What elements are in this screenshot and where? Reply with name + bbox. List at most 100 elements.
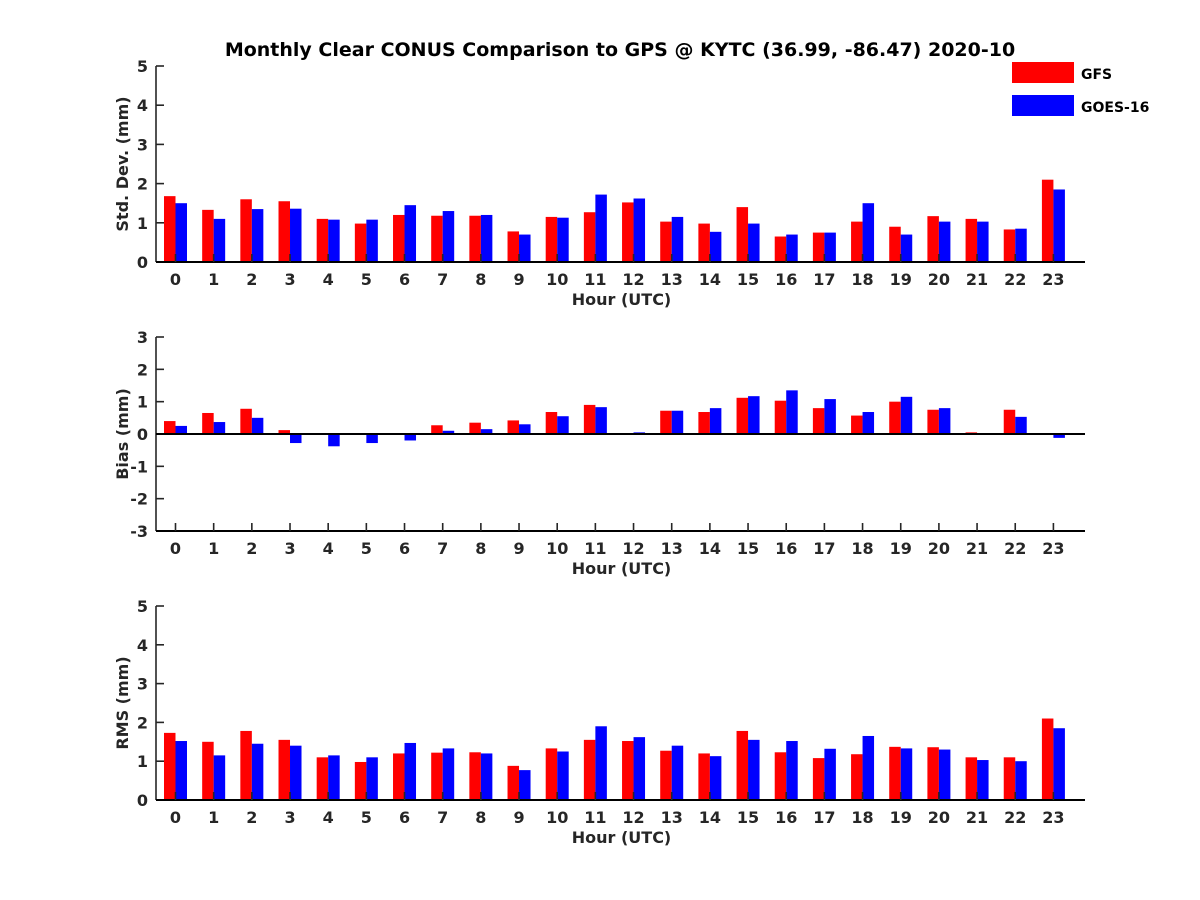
std-dev-x-tick-label: 17 — [813, 270, 835, 289]
bias-x-tick-label: 3 — [284, 539, 295, 558]
bias-x-tick-label: 5 — [361, 539, 372, 558]
bias-y-tick-label: 2 — [137, 360, 148, 379]
std-dev-bar-goes-16-hour-23 — [1053, 189, 1065, 262]
std-dev-y-tick-label: 2 — [137, 175, 148, 194]
bias-x-tick-label: 22 — [1004, 539, 1026, 558]
bias-x-tick-label: 19 — [890, 539, 912, 558]
std-dev-x-tick-label: 11 — [584, 270, 606, 289]
rms-x-tick-label: 10 — [546, 808, 568, 827]
bias-bar-gfs-hour-20 — [927, 409, 939, 434]
std-dev-bar-gfs-hour-3 — [278, 201, 291, 262]
std-dev-x-tick-label: 18 — [851, 270, 873, 289]
rms-bar-gfs-hour-16 — [774, 752, 787, 800]
bias-x-tick-label: 21 — [966, 539, 988, 558]
rms-bar-goes-16-hour-3 — [290, 745, 302, 800]
std-dev-bar-gfs-hour-17 — [812, 232, 825, 262]
std-dev-x-tick-label: 4 — [323, 270, 334, 289]
std-dev-x-tick-label: 3 — [284, 270, 295, 289]
rms-x-tick-label: 3 — [284, 808, 295, 827]
std-dev-bar-goes-16-hour-13 — [671, 216, 684, 262]
rms-bar-goes-16-hour-15 — [748, 739, 760, 800]
std-dev-bar-goes-16-hour-19 — [900, 234, 913, 262]
std-dev-bar-gfs-hour-22 — [1003, 229, 1016, 262]
std-dev-x-tick-label: 5 — [361, 270, 372, 289]
rms-bar-goes-16-hour-1 — [213, 755, 226, 800]
bias-bar-goes-16-hour-4 — [328, 434, 340, 447]
std-dev-bar-goes-16-hour-0 — [175, 203, 187, 262]
std-dev-y-tick-label: 4 — [137, 96, 148, 115]
std-dev-bar-goes-16-hour-15 — [748, 223, 760, 262]
std-dev-x-tick-label: 15 — [737, 270, 759, 289]
std-dev-y-tick-label: 5 — [137, 57, 148, 76]
bias-bar-gfs-hour-16 — [774, 400, 787, 434]
bias-x-tick-label: 12 — [622, 539, 644, 558]
std-dev-bar-goes-16-hour-20 — [938, 221, 951, 262]
std-dev-x-tick-label: 10 — [546, 270, 568, 289]
rms-bar-goes-16-hour-23 — [1053, 728, 1065, 800]
legend: GFS GOES-16 — [1012, 62, 1149, 116]
bias-x-tick-label: 20 — [928, 539, 950, 558]
rms-bar-goes-16-hour-16 — [786, 741, 798, 800]
std-dev-bar-gfs-hour-23 — [1041, 179, 1054, 262]
std-dev-bar-goes-16-hour-1 — [213, 218, 226, 262]
bias-bar-goes-16-hour-5 — [366, 434, 378, 444]
bias-y-tick-label: 1 — [137, 393, 148, 412]
bias-bar-goes-16-hour-3 — [290, 434, 302, 444]
std-dev-bar-goes-16-hour-3 — [290, 208, 302, 262]
rms-bar-goes-16-hour-0 — [175, 741, 187, 800]
bias-bar-gfs-hour-10 — [545, 412, 558, 434]
std-dev-bar-goes-16-hour-22 — [1015, 228, 1027, 262]
rms-bar-gfs-hour-22 — [1003, 757, 1016, 800]
bias-bar-goes-16-hour-10 — [557, 416, 569, 434]
rms-bar-gfs-hour-8 — [469, 752, 481, 800]
bias-x-tick-label: 7 — [437, 539, 448, 558]
bias-x-tick-label: 17 — [813, 539, 835, 558]
rms-bar-gfs-hour-5 — [354, 761, 367, 800]
rms-bar-goes-16-hour-11 — [595, 726, 607, 800]
bias-bar-goes-16-hour-9 — [519, 424, 531, 434]
rms-bar-gfs-hour-23 — [1041, 718, 1054, 800]
rms-bar-gfs-hour-11 — [583, 739, 596, 800]
rms-x-tick-label: 19 — [890, 808, 912, 827]
std-dev-bar-gfs-hour-0 — [164, 196, 176, 262]
bias-y-tick-label: -2 — [130, 490, 148, 509]
rms-x-tick-label: 22 — [1004, 808, 1026, 827]
bias-bar-goes-16-hour-7 — [442, 430, 455, 434]
bias-bar-goes-16-hour-20 — [938, 408, 951, 434]
bias-x-tick-label: 23 — [1042, 539, 1064, 558]
std-dev-x-tick-label: 8 — [475, 270, 486, 289]
bias-x-tick-label: 15 — [737, 539, 759, 558]
std-dev-x-tick-label: 16 — [775, 270, 797, 289]
bias-bar-goes-16-hour-2 — [251, 417, 264, 434]
bias-x-tick-label: 0 — [170, 539, 181, 558]
rms-bar-gfs-hour-14 — [698, 753, 710, 800]
std-dev-bar-gfs-hour-13 — [660, 221, 672, 262]
bias-bar-goes-16-hour-0 — [175, 425, 187, 434]
bias-bar-gfs-hour-11 — [583, 404, 596, 434]
rms-bar-gfs-hour-9 — [507, 765, 520, 800]
bias-bar-goes-16-hour-16 — [786, 390, 798, 434]
rms-x-axis-label: Hour (UTC) — [572, 828, 672, 847]
std-dev-bar-goes-16-hour-17 — [824, 232, 836, 262]
rms-bar-gfs-hour-2 — [240, 730, 252, 800]
std-dev-y-axis-label: Std. Dev. (mm) — [113, 96, 132, 231]
rms-bar-gfs-hour-20 — [927, 747, 939, 800]
std-dev-bar-goes-16-hour-11 — [595, 194, 607, 262]
bias-y-tick-label: 0 — [137, 425, 148, 444]
std-dev-bar-goes-16-hour-5 — [366, 219, 378, 262]
rms-x-tick-label: 7 — [437, 808, 448, 827]
std-dev-bar-goes-16-hour-8 — [480, 214, 493, 262]
rms-bar-goes-16-hour-12 — [633, 737, 646, 800]
std-dev-x-tick-label: 9 — [513, 270, 524, 289]
std-dev-x-tick-label: 0 — [170, 270, 181, 289]
std-dev-bar-goes-16-hour-14 — [709, 231, 722, 262]
std-dev-x-tick-label: 19 — [890, 270, 912, 289]
rms-bar-gfs-hour-21 — [965, 757, 978, 800]
std-dev-x-tick-label: 20 — [928, 270, 950, 289]
std-dev-bar-gfs-hour-10 — [545, 216, 558, 262]
std-dev-y-tick-label: 3 — [137, 135, 148, 154]
legend-swatch-gfs — [1012, 62, 1074, 83]
bias-x-tick-label: 18 — [851, 539, 873, 558]
